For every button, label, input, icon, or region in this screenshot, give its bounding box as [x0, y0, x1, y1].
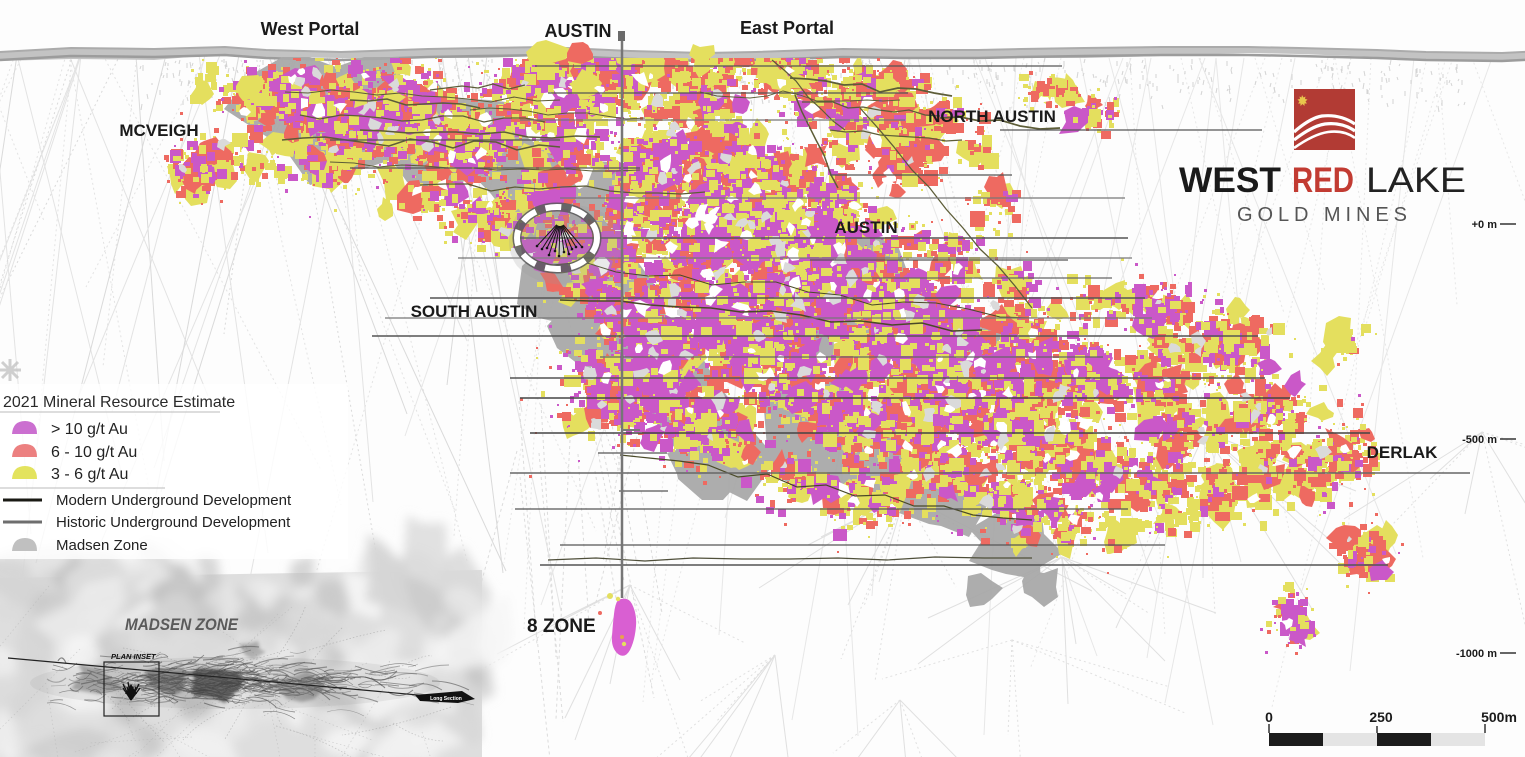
svg-text:RED: RED: [1292, 161, 1354, 200]
svg-text:Long Section: Long Section: [430, 696, 462, 702]
svg-text:Historic Underground Developme: Historic Underground Development: [56, 514, 291, 531]
svg-text:-1000 m: -1000 m: [1456, 648, 1497, 660]
svg-text:250: 250: [1369, 709, 1393, 725]
svg-text:0: 0: [1265, 709, 1273, 725]
svg-text:8 ZONE: 8 ZONE: [527, 616, 596, 637]
svg-text:Modern Underground Development: Modern Underground Development: [56, 492, 292, 509]
svg-text:PLAN INSET: PLAN INSET: [111, 652, 157, 661]
svg-text:DERLAK: DERLAK: [1367, 443, 1439, 462]
svg-text:NORTH AUSTIN: NORTH AUSTIN: [928, 107, 1056, 126]
svg-text:West Portal: West Portal: [261, 19, 360, 39]
svg-text:> 10 g/t Au: > 10 g/t Au: [51, 421, 128, 438]
svg-text:Madsen Zone: Madsen Zone: [56, 537, 148, 554]
svg-text:3 - 6 g/t Au: 3 - 6 g/t Au: [51, 466, 128, 483]
svg-text:AUSTIN: AUSTIN: [545, 21, 612, 41]
svg-text:6 - 10 g/t Au: 6 - 10 g/t Au: [51, 444, 137, 461]
svg-text:500m: 500m: [1481, 709, 1517, 725]
svg-text:SOUTH AUSTIN: SOUTH AUSTIN: [411, 302, 538, 321]
svg-text:East Portal: East Portal: [740, 18, 834, 38]
svg-text:MCVEIGH: MCVEIGH: [119, 121, 198, 140]
svg-text:LAKE: LAKE: [1366, 161, 1466, 200]
svg-text:AUSTIN: AUSTIN: [834, 218, 897, 237]
svg-text:MADSEN ZONE: MADSEN ZONE: [125, 615, 239, 634]
svg-text:-500 m: -500 m: [1462, 434, 1497, 446]
svg-text:WEST: WEST: [1179, 161, 1281, 200]
svg-text:2021 Mineral Resource Estimate: 2021 Mineral Resource Estimate: [3, 394, 235, 411]
svg-text:+0 m: +0 m: [1472, 219, 1498, 231]
